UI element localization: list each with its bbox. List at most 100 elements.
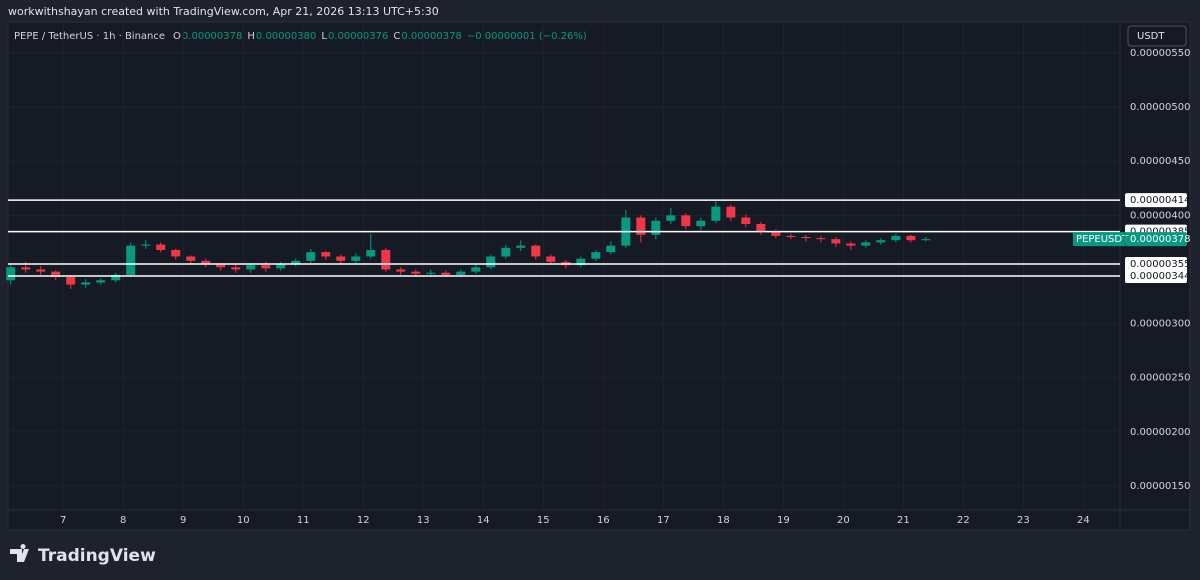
level-label: 0.00000385 [1130,227,1190,238]
x-tick-label: 9 [180,515,186,526]
y-tick-label: 0.00000400 [1130,210,1190,221]
candle-body [351,256,361,261]
x-tick-label: 10 [237,515,250,526]
y-tick-label: 0.00000300 [1130,319,1190,330]
change: −0.00000001 (−0.26%) [467,31,587,42]
x-tick-label: 18 [717,515,730,526]
x-tick-label: 17 [657,515,670,526]
last-price-symbol: PEPEUSDT [1076,234,1129,245]
x-tick-label: 12 [357,515,370,526]
candle-body [666,215,676,221]
candle-body [456,271,466,275]
candle-body [111,274,121,281]
candle-body [126,245,136,275]
candle-body [36,269,46,272]
candle-body [801,236,811,239]
candle-body [681,215,691,227]
x-tick-label: 23 [1017,515,1030,526]
candle-body [696,220,706,227]
candle-body [6,267,16,281]
x-tick-label: 8 [120,515,126,526]
x-tick-label: 13 [417,515,430,526]
x-tick-label: 24 [1077,515,1090,526]
candle-body [321,252,331,257]
candle-body [231,267,241,270]
ohlc-key: H [247,31,255,42]
candle-body [441,272,451,275]
candle-body [576,258,586,266]
candle-body [201,260,211,265]
logo-icon [10,544,29,562]
candle-body [276,264,286,269]
candle-body [141,244,151,246]
candle-body [501,247,511,257]
candle-body [66,277,76,285]
candle-body [816,238,826,240]
y-tick-label: 0.00000250 [1130,373,1190,384]
candle-body [651,220,661,235]
level-label-box [1125,257,1187,272]
x-tick-label: 21 [897,515,910,526]
x-tick-label: 20 [837,515,850,526]
candle-body [51,271,61,278]
level-label-box [1125,193,1187,208]
plot: 0.00000150 0.00000200 0.00000250 0.00000300… [6,22,1190,526]
ohlc-key: C [393,31,400,42]
currency[interactable]: USDT [1137,31,1165,42]
x-tick-label: 7 [60,515,66,526]
candle-body [741,217,751,224]
candle-body [81,282,91,285]
candle-body [591,252,601,259]
candle-body [156,244,166,250]
candle-body [516,245,526,248]
author-line: workwithshayan created with TradingView.… [8,5,439,18]
candle-body [426,272,436,274]
candle-body [471,267,481,272]
symbol: PEPE / TetherUS · 1h · Binance [14,31,165,42]
last-price-tag [1073,232,1187,247]
x-tick-label: 16 [597,515,610,526]
candle-body [411,271,421,274]
level-label: 0.00000414 [1130,195,1190,206]
candle-body [786,235,796,237]
candle-body [336,256,346,261]
candle-body [726,206,736,218]
x-tick-label: 14 [477,515,490,526]
logo: TradingView [10,544,156,566]
currency-button[interactable] [1127,25,1187,47]
candle-body [846,243,856,246]
ohlc-key: L [321,31,327,42]
candle-body [216,264,226,268]
level-label: 0.00000355 [1130,259,1190,270]
x-tick-label: 11 [297,515,310,526]
candle-body [21,267,31,270]
y-tick-label: 0.00000200 [1130,427,1190,438]
candle-body [246,265,256,270]
candle-body [306,252,316,261]
candle-body [381,249,391,270]
candle-body [96,280,106,283]
candle-body [771,231,781,236]
candle-body [531,245,541,257]
brand: TradingView [38,546,156,566]
level-label-box [1125,268,1187,283]
ohlc-value: 0.00000380 [256,31,316,42]
candle-body [756,223,766,232]
candle-body [891,235,901,241]
candle-body [711,206,721,221]
ohlc-key: O [173,31,181,42]
candle-body [546,256,556,262]
ohlc-value: 0.00000378 [182,31,242,42]
candle-body [861,242,871,246]
candle-body [366,249,376,257]
x-tick-label: 19 [777,515,790,526]
candle-body [261,265,271,269]
candle-body [186,256,196,261]
candle-body [921,239,931,241]
candle-body [606,245,616,253]
ohlc-value: 0.00000376 [328,31,388,42]
y-tick-label: 0.00000500 [1130,102,1190,113]
legend: PEPE / TetherUS · 1h · Binance O 0.000003… [14,31,587,42]
